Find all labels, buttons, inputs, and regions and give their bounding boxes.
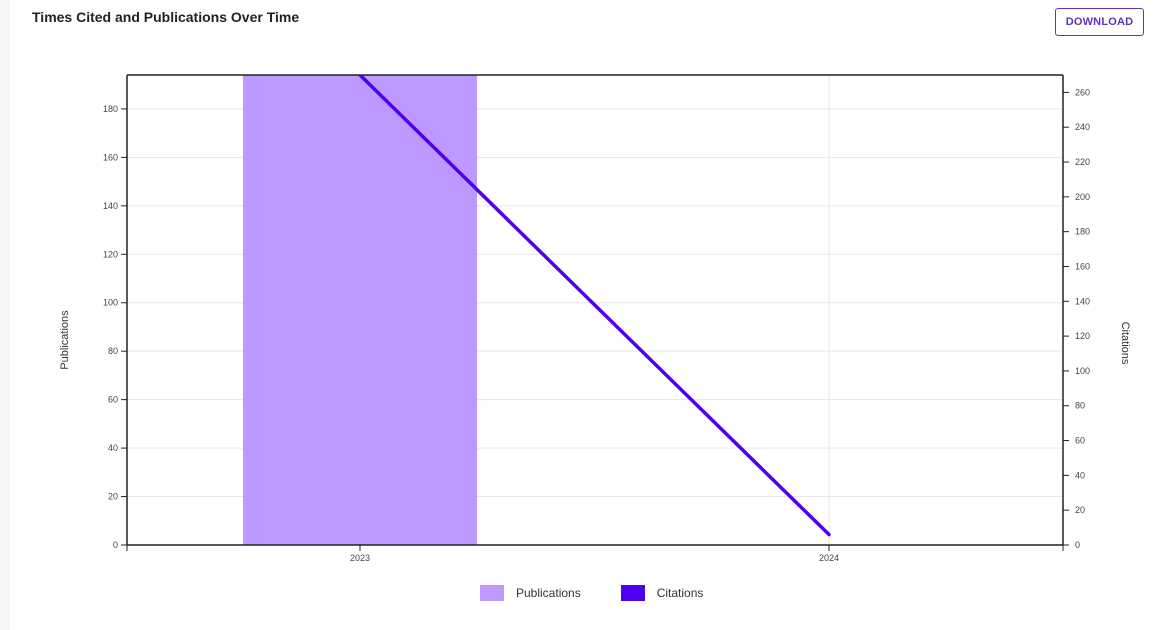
y-tick-label: 0 [113, 540, 118, 550]
y2-tick-label: 240 [1075, 122, 1090, 132]
x-tick-label: 2023 [350, 553, 370, 563]
y-tick-label: 20 [108, 492, 118, 502]
y-tick-label: 40 [108, 443, 118, 453]
chart-panel: Times Cited and Publications Over Time D… [10, 0, 1167, 630]
y2-tick-label: 60 [1075, 436, 1085, 446]
y2-tick-label: 220 [1075, 157, 1090, 167]
y2-tick-label: 160 [1075, 261, 1090, 271]
legend-item-citations[interactable]: Citations [620, 585, 704, 601]
legend-item-publications[interactable]: Publications [480, 585, 581, 601]
y2-tick-label: 120 [1075, 331, 1090, 341]
chart-title: Times Cited and Publications Over Time [32, 9, 300, 25]
y-tick-label: 80 [108, 346, 118, 356]
publications-bar-2023 [243, 75, 477, 545]
y-axis-title: Publications [59, 310, 71, 370]
y2-axis-title: Citations [1119, 322, 1131, 365]
y2-tick-label: 20 [1075, 505, 1085, 515]
y-tick-label: 160 [103, 152, 118, 162]
citations-swatch [620, 585, 645, 601]
y2-tick-label: 100 [1075, 366, 1090, 376]
legend-label-citations: Citations [656, 586, 704, 600]
publications-swatch [480, 585, 504, 601]
download-button[interactable]: DOWNLOAD [1055, 8, 1144, 36]
y2-tick-label: 200 [1075, 192, 1090, 202]
y2-tick-label: 140 [1075, 296, 1090, 306]
y2-tick-label: 260 [1075, 87, 1090, 97]
y2-tick-label: 0 [1075, 540, 1080, 550]
legend-label-publications: Publications [516, 586, 581, 600]
y-tick-label: 100 [103, 298, 118, 308]
chart-legend: Publications Citations [480, 585, 743, 601]
y2-tick-label: 80 [1075, 401, 1085, 411]
y2-tick-label: 40 [1075, 470, 1085, 480]
y-tick-label: 180 [103, 104, 118, 114]
y-tick-label: 60 [108, 395, 118, 405]
x-tick-label: 2024 [819, 553, 839, 563]
y-tick-label: 120 [103, 249, 118, 259]
y2-tick-label: 180 [1075, 227, 1090, 237]
y-tick-label: 140 [103, 201, 118, 211]
citations-line [358, 75, 831, 537]
